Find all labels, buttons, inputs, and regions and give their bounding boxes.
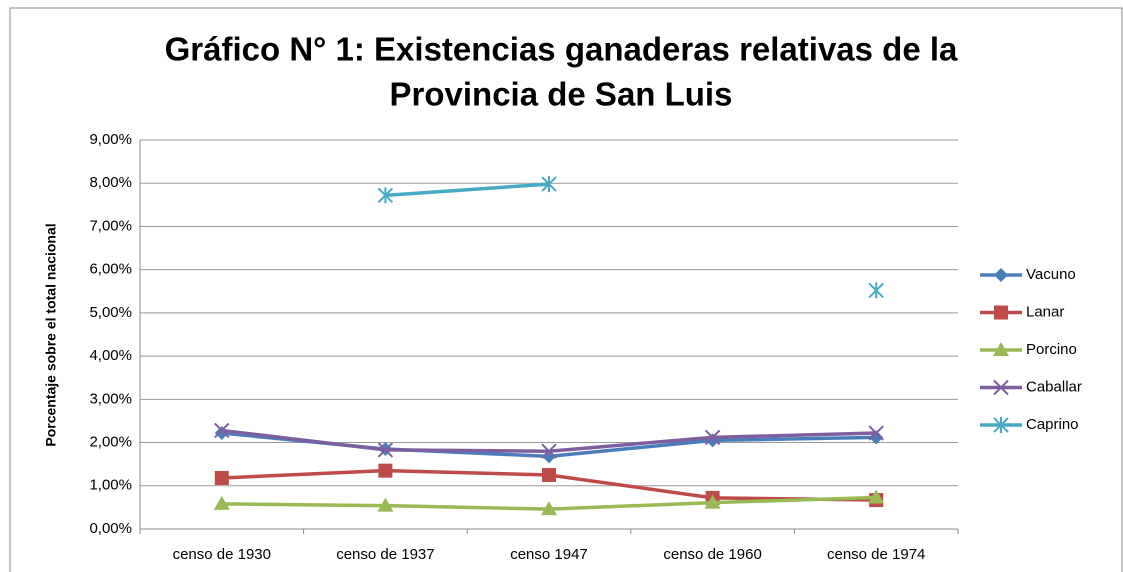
- marker: [541, 176, 557, 193]
- marker: [868, 282, 884, 299]
- marker: [541, 501, 557, 516]
- marker: [377, 187, 394, 204]
- chart-title: Gráfico N° 1: Existencias ganaderas rela…: [165, 31, 958, 68]
- legend-label: Vacuno: [1026, 266, 1076, 283]
- marker: [994, 305, 1008, 320]
- marker: [214, 470, 229, 485]
- marker: [541, 443, 557, 459]
- marker: [993, 342, 1009, 356]
- y-tick-label: 0,00%: [89, 520, 132, 537]
- chart-title: Provincia de San Luis: [390, 76, 733, 113]
- marker: [868, 425, 884, 441]
- y-tick-label: 1,00%: [89, 477, 132, 494]
- y-tick-label: 6,00%: [89, 261, 132, 278]
- marker: [993, 417, 1009, 433]
- marker: [542, 467, 556, 482]
- y-tick-label: 4,00%: [89, 347, 132, 364]
- y-tick-label: 7,00%: [89, 217, 132, 234]
- marker: [377, 497, 394, 512]
- marker: [377, 442, 394, 458]
- marker: [213, 495, 230, 510]
- y-tick-label: 3,00%: [89, 390, 132, 407]
- y-axis-label: Porcentaje sobre el total nacional: [43, 223, 59, 446]
- legend-label: Caprino: [1026, 416, 1079, 433]
- x-tick-label: censo 1947: [510, 546, 588, 563]
- y-tick-label: 5,00%: [89, 304, 132, 321]
- marker: [993, 379, 1009, 396]
- marker: [868, 489, 885, 504]
- marker: [994, 268, 1008, 282]
- y-tick-label: 9,00%: [89, 131, 132, 148]
- marker: [378, 463, 393, 478]
- legend-label: Caballar: [1026, 378, 1082, 395]
- x-tick-label: censo de 1960: [663, 546, 761, 563]
- x-tick-label: censo de 1930: [173, 546, 271, 563]
- marker: [214, 422, 230, 439]
- y-tick-label: 8,00%: [89, 174, 132, 191]
- legend-label: Lanar: [1026, 303, 1064, 320]
- legend-label: Porcino: [1026, 341, 1077, 358]
- marker: [704, 429, 721, 446]
- y-tick-label: 2,00%: [89, 434, 132, 451]
- x-tick-label: censo de 1974: [827, 546, 925, 563]
- marker: [704, 494, 721, 509]
- x-tick-label: censo de 1937: [336, 546, 434, 563]
